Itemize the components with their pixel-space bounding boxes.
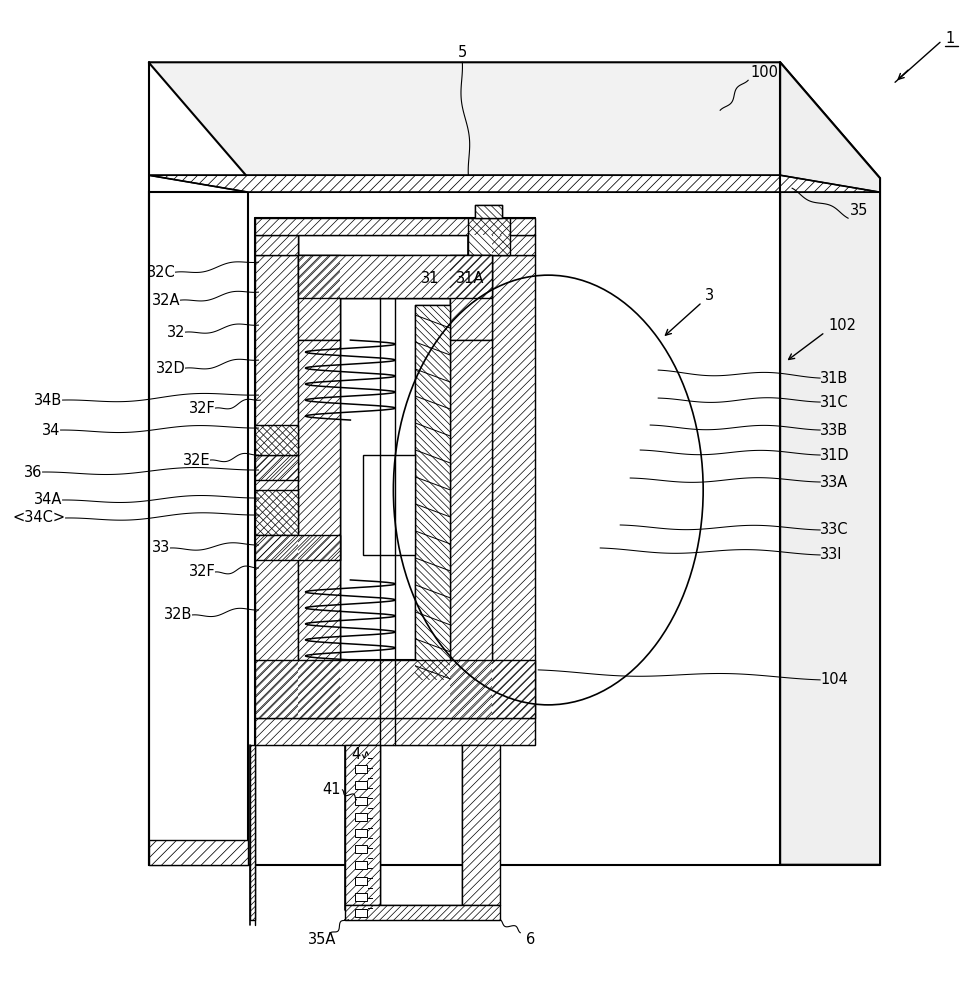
Polygon shape — [298, 340, 340, 718]
Text: 31B: 31B — [820, 371, 847, 386]
Text: 102: 102 — [828, 318, 855, 333]
Bar — [355, 813, 367, 821]
Text: 5: 5 — [457, 45, 466, 60]
Polygon shape — [255, 535, 340, 560]
Polygon shape — [449, 340, 491, 718]
Polygon shape — [255, 455, 298, 480]
Text: 4: 4 — [351, 747, 361, 762]
Bar — [355, 781, 367, 789]
Text: 32D: 32D — [155, 361, 186, 376]
Text: 33: 33 — [152, 540, 170, 555]
Text: 100: 100 — [749, 65, 778, 80]
Polygon shape — [255, 255, 298, 718]
Text: 34B: 34B — [34, 393, 63, 408]
Polygon shape — [149, 62, 879, 178]
Polygon shape — [468, 218, 510, 255]
Text: 104: 104 — [820, 672, 847, 687]
Bar — [355, 893, 367, 901]
Text: 36: 36 — [24, 465, 43, 480]
Text: 32A: 32A — [151, 293, 181, 308]
Bar — [355, 797, 367, 805]
Polygon shape — [255, 660, 534, 718]
Polygon shape — [340, 298, 449, 718]
Text: 33C: 33C — [820, 522, 848, 537]
Bar — [355, 845, 367, 853]
Text: 41: 41 — [321, 782, 340, 797]
Text: 32B: 32B — [164, 607, 192, 622]
Bar — [355, 829, 367, 837]
Text: 3: 3 — [704, 288, 713, 303]
Polygon shape — [345, 905, 500, 920]
Text: 34: 34 — [42, 423, 61, 438]
Polygon shape — [149, 175, 879, 192]
Polygon shape — [255, 718, 534, 745]
Text: 32E: 32E — [183, 453, 210, 468]
Text: 32F: 32F — [189, 564, 215, 579]
Polygon shape — [149, 840, 248, 865]
Polygon shape — [298, 255, 340, 340]
Text: <34C>: <34C> — [13, 510, 65, 525]
Polygon shape — [380, 745, 462, 905]
Text: 31: 31 — [421, 271, 439, 286]
Text: 32: 32 — [167, 325, 186, 340]
Polygon shape — [255, 235, 298, 255]
Polygon shape — [363, 455, 415, 555]
Polygon shape — [475, 205, 502, 218]
Polygon shape — [462, 745, 500, 905]
Polygon shape — [491, 235, 534, 255]
Polygon shape — [250, 745, 255, 920]
Text: 33B: 33B — [820, 423, 847, 438]
Text: 33A: 33A — [820, 475, 847, 490]
Text: 31A: 31A — [455, 271, 484, 286]
Text: 32F: 32F — [189, 401, 215, 416]
Text: 1: 1 — [944, 31, 954, 46]
Text: 6: 6 — [525, 932, 534, 947]
Text: 32C: 32C — [147, 265, 175, 280]
Polygon shape — [449, 255, 491, 340]
Text: 35: 35 — [849, 203, 868, 218]
Polygon shape — [415, 305, 449, 680]
Text: 31D: 31D — [820, 448, 849, 463]
Text: 35A: 35A — [308, 932, 336, 947]
Polygon shape — [149, 192, 248, 865]
Text: 33I: 33I — [820, 547, 842, 562]
Bar — [355, 861, 367, 869]
Text: 34A: 34A — [34, 492, 63, 507]
Bar — [355, 877, 367, 885]
Text: 31C: 31C — [820, 395, 848, 410]
Bar — [355, 765, 367, 773]
Bar — [355, 909, 367, 917]
Polygon shape — [491, 255, 534, 718]
Polygon shape — [255, 490, 298, 535]
Polygon shape — [345, 745, 380, 905]
Polygon shape — [255, 425, 298, 455]
Polygon shape — [298, 255, 491, 298]
Polygon shape — [780, 62, 879, 865]
Polygon shape — [255, 218, 534, 235]
